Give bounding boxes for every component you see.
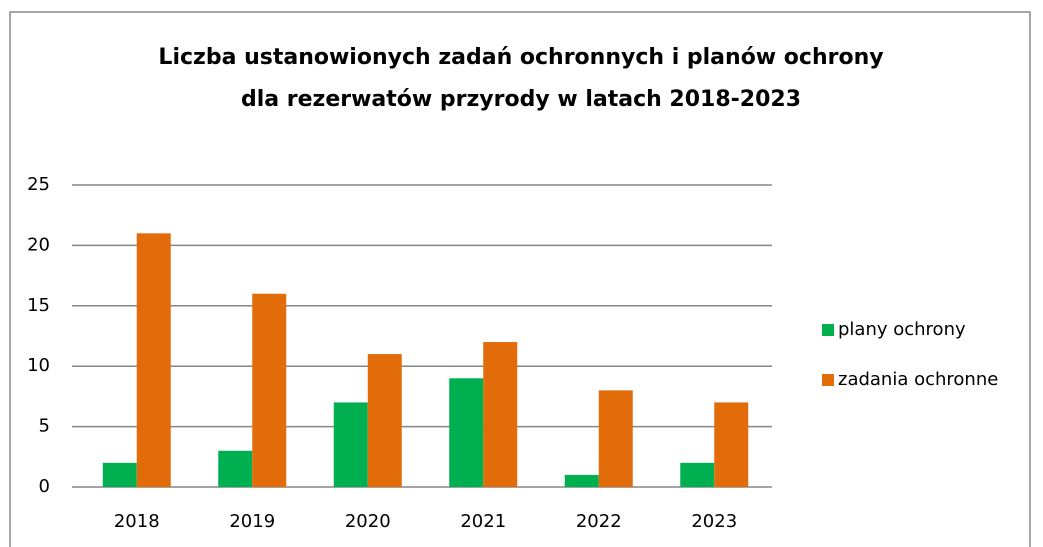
- bar: [333, 402, 368, 487]
- x-tick-label: 2019: [229, 511, 275, 532]
- y-tick-label: 0: [39, 476, 50, 497]
- chart-border: [9, 11, 1031, 547]
- y-tick-label: 25: [27, 174, 50, 195]
- x-tick-label: 2023: [691, 511, 737, 532]
- bar: [367, 354, 402, 487]
- legend-swatch: [822, 374, 834, 386]
- bar: [136, 233, 171, 487]
- y-tick-label: 5: [39, 416, 50, 437]
- bar: [102, 462, 137, 487]
- bar: [680, 462, 715, 487]
- legend-swatch: [822, 324, 834, 336]
- x-tick-label: 2021: [460, 511, 506, 532]
- bar: [564, 474, 599, 487]
- bar: [483, 342, 518, 487]
- bar: [252, 293, 287, 487]
- x-tick-label: 2022: [576, 511, 622, 532]
- bar: [598, 390, 633, 487]
- bar: [714, 402, 749, 487]
- x-tick-label: 2018: [114, 511, 160, 532]
- bar: [218, 450, 253, 487]
- x-tick-label: 2020: [345, 511, 391, 532]
- y-tick-label: 15: [27, 295, 50, 316]
- chart-title: dla rezerwatów przyrody w latach 2018-20…: [241, 87, 801, 112]
- y-tick-label: 10: [27, 355, 50, 376]
- chart-title: Liczba ustanowionych zadań ochronnych i …: [158, 45, 883, 70]
- bar: [449, 378, 484, 487]
- y-tick-label: 20: [27, 234, 50, 255]
- legend-label: zadania ochronne: [838, 369, 998, 390]
- legend-label: plany ochrony: [838, 319, 966, 340]
